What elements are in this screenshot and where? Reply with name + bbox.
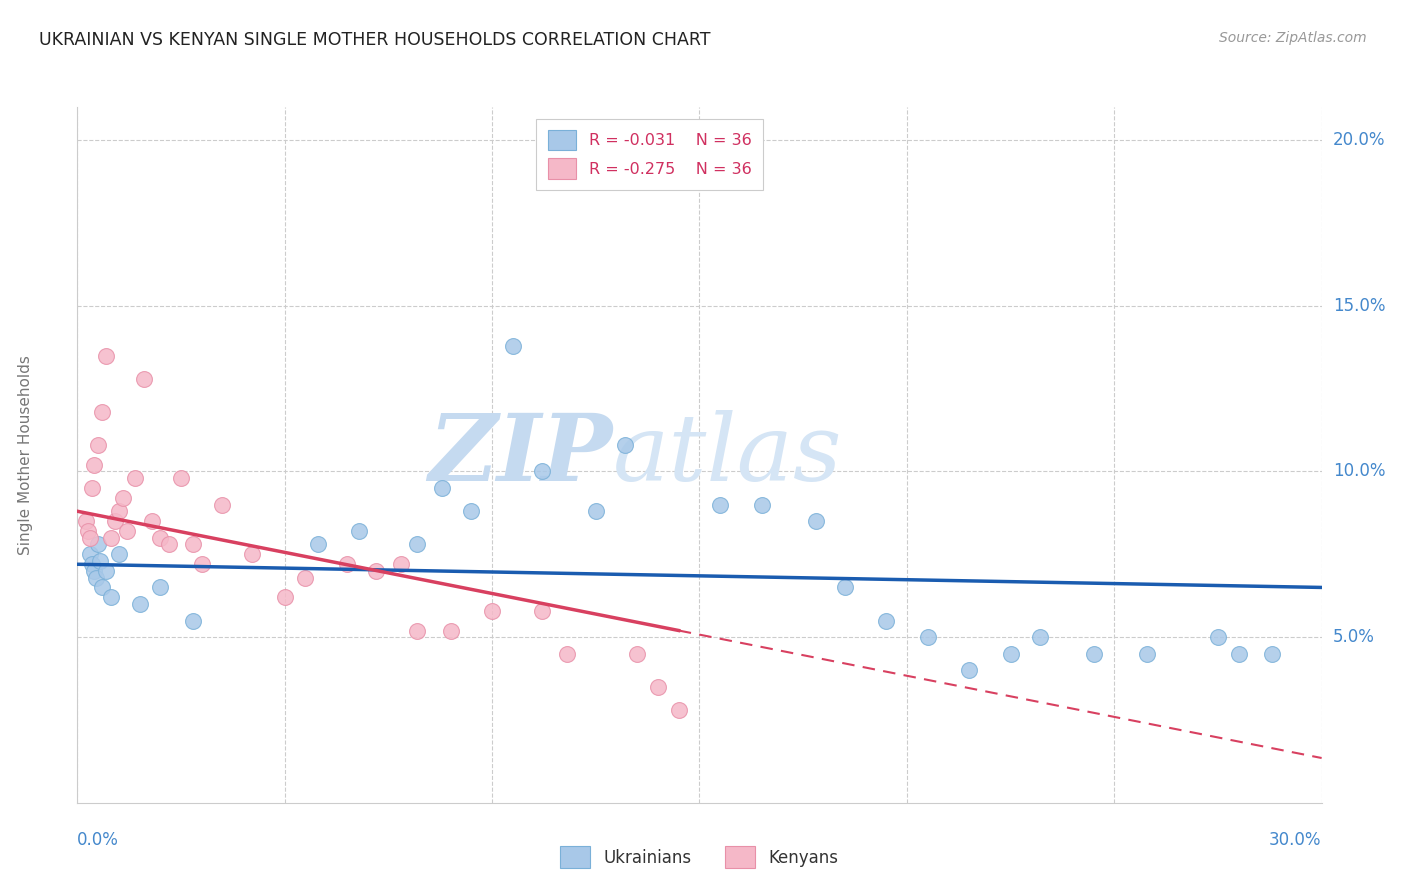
- Point: [211, 498, 233, 512]
- Point: [439, 624, 461, 638]
- Point: [274, 591, 297, 605]
- Point: [1083, 647, 1105, 661]
- Point: [100, 531, 122, 545]
- Point: [79, 547, 101, 561]
- Point: [183, 614, 205, 628]
- Point: [585, 504, 607, 518]
- Text: 30.0%: 30.0%: [1270, 830, 1322, 848]
- Point: [240, 547, 263, 561]
- Point: [141, 514, 163, 528]
- Point: [157, 537, 180, 551]
- Point: [108, 504, 129, 518]
- Point: [502, 338, 524, 352]
- Point: [875, 614, 897, 628]
- Point: [191, 558, 214, 572]
- Text: 10.0%: 10.0%: [1333, 462, 1385, 481]
- Point: [530, 465, 553, 479]
- Point: [83, 458, 105, 472]
- Point: [957, 663, 980, 677]
- Point: [1261, 647, 1284, 661]
- Point: [96, 349, 118, 363]
- Point: [389, 558, 412, 572]
- Text: 0.0%: 0.0%: [77, 830, 120, 848]
- Point: [87, 537, 110, 551]
- Point: [108, 547, 129, 561]
- Point: [115, 524, 138, 538]
- Point: [100, 591, 122, 605]
- Text: Single Mother Households: Single Mother Households: [17, 355, 32, 555]
- Point: [80, 558, 103, 572]
- Point: [804, 514, 827, 528]
- Point: [364, 564, 387, 578]
- Point: [91, 405, 114, 419]
- Point: [104, 514, 127, 528]
- Point: [626, 647, 648, 661]
- Point: [1000, 647, 1022, 661]
- Legend: Ukrainians, Kenyans: Ukrainians, Kenyans: [554, 839, 845, 874]
- Point: [87, 438, 110, 452]
- Point: [1028, 630, 1050, 644]
- Point: [709, 498, 731, 512]
- Text: UKRAINIAN VS KENYAN SINGLE MOTHER HOUSEHOLDS CORRELATION CHART: UKRAINIAN VS KENYAN SINGLE MOTHER HOUSEH…: [39, 31, 711, 49]
- Point: [89, 554, 111, 568]
- Point: [96, 564, 118, 578]
- Text: ZIP: ZIP: [429, 410, 613, 500]
- Point: [307, 537, 329, 551]
- Text: Source: ZipAtlas.com: Source: ZipAtlas.com: [1219, 31, 1367, 45]
- Text: 5.0%: 5.0%: [1333, 628, 1375, 646]
- Point: [668, 703, 690, 717]
- Point: [1136, 647, 1159, 661]
- Point: [834, 581, 856, 595]
- Point: [751, 498, 773, 512]
- Point: [149, 531, 172, 545]
- Point: [124, 471, 146, 485]
- Point: [613, 438, 636, 452]
- Point: [79, 531, 101, 545]
- Point: [530, 604, 553, 618]
- Point: [76, 524, 98, 538]
- Point: [149, 581, 172, 595]
- Text: 20.0%: 20.0%: [1333, 131, 1385, 149]
- Point: [555, 647, 578, 661]
- Point: [84, 570, 107, 584]
- Point: [183, 537, 205, 551]
- Point: [336, 558, 359, 572]
- Point: [481, 604, 503, 618]
- Point: [91, 581, 114, 595]
- Text: 15.0%: 15.0%: [1333, 297, 1385, 315]
- Point: [647, 680, 669, 694]
- Text: atlas: atlas: [613, 410, 842, 500]
- Point: [294, 570, 316, 584]
- Point: [170, 471, 193, 485]
- Point: [1227, 647, 1250, 661]
- Point: [80, 481, 103, 495]
- Point: [460, 504, 482, 518]
- Point: [406, 624, 429, 638]
- Point: [132, 372, 155, 386]
- Point: [406, 537, 429, 551]
- Point: [83, 564, 105, 578]
- Point: [111, 491, 134, 505]
- Point: [432, 481, 454, 495]
- Point: [1206, 630, 1229, 644]
- Point: [75, 514, 97, 528]
- Point: [349, 524, 371, 538]
- Point: [917, 630, 939, 644]
- Point: [128, 597, 150, 611]
